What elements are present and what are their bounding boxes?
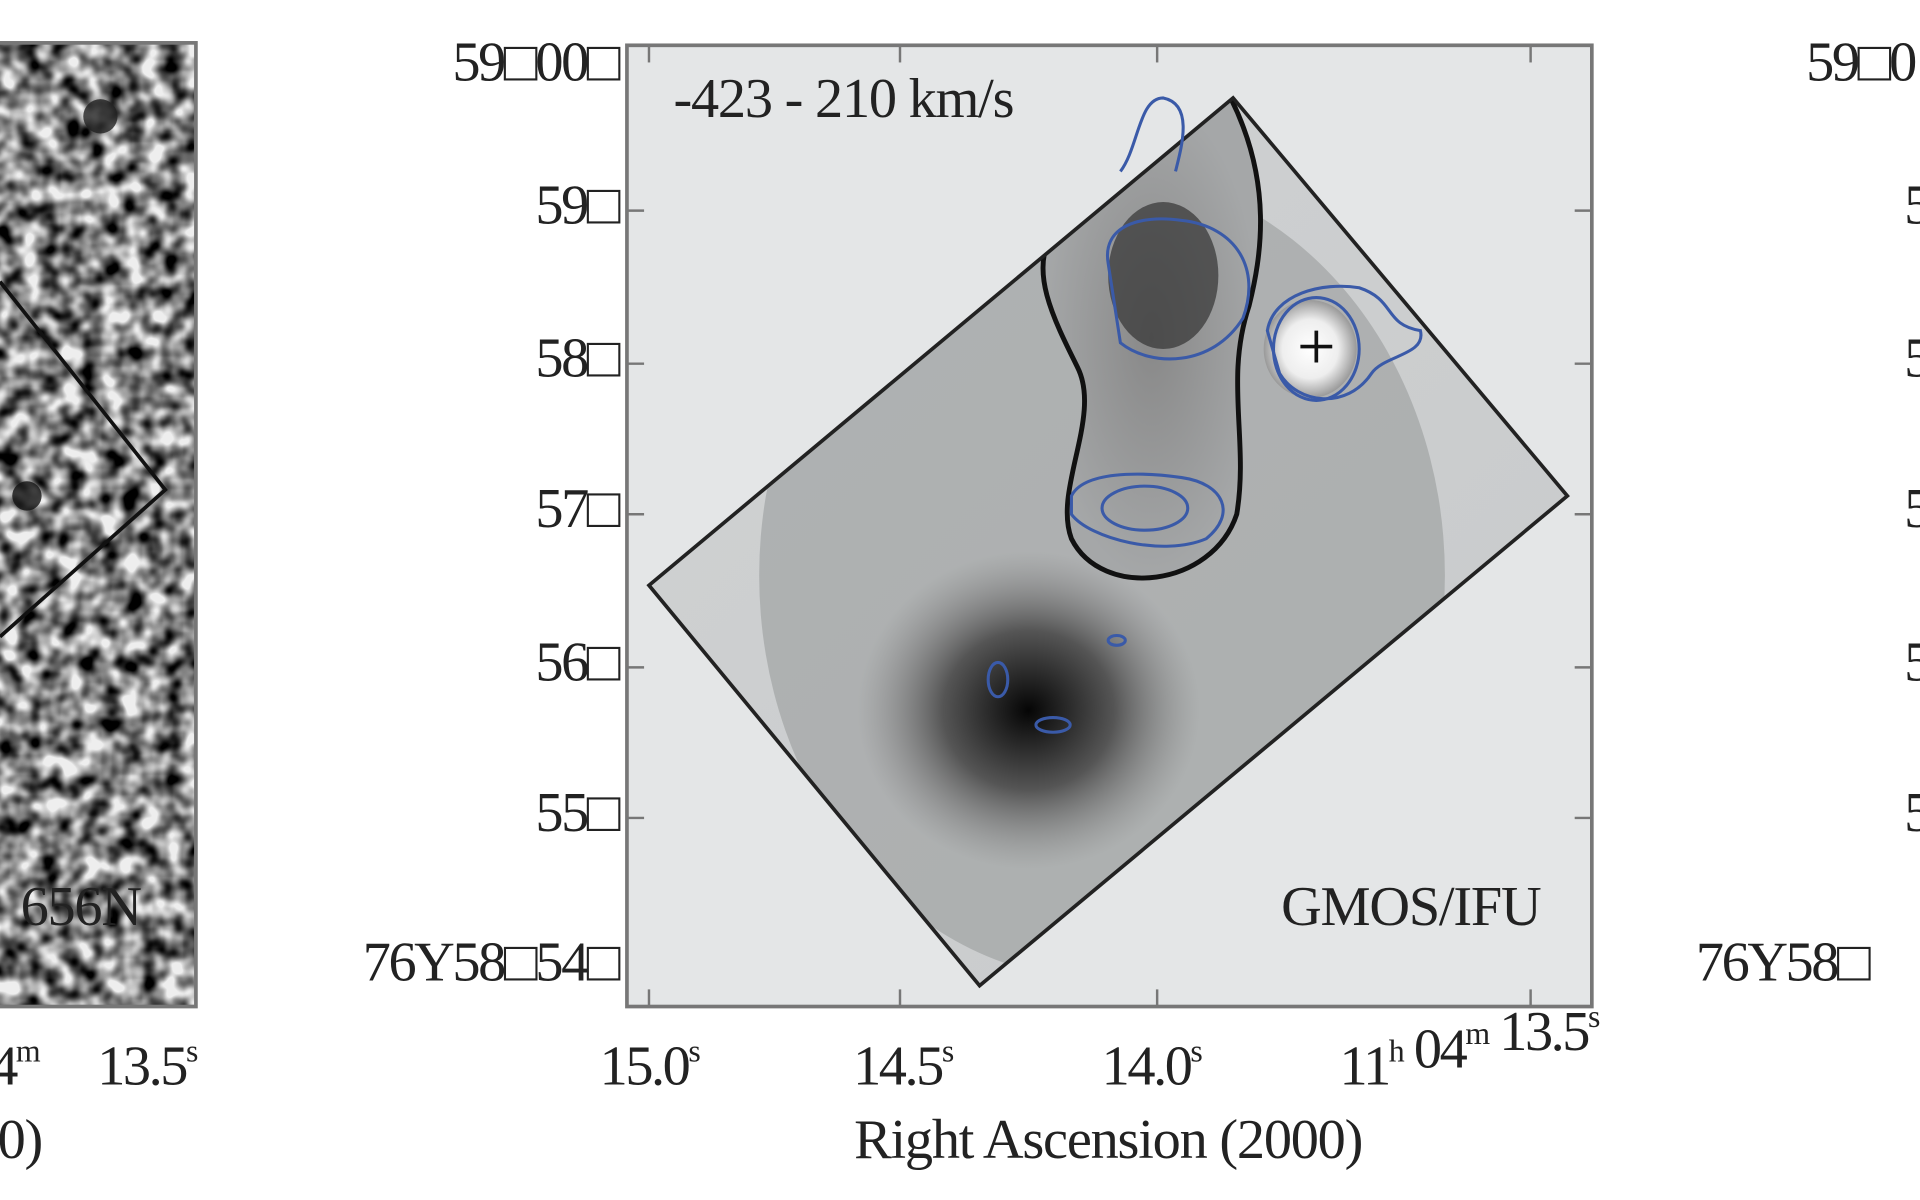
y-tick-label: 5	[1904, 328, 1920, 390]
y-tick-label: 59□0	[1806, 31, 1916, 93]
tick-text: 4	[0, 1035, 18, 1097]
tick-text: 14.0	[1102, 1035, 1192, 1097]
y-tick-label: 5	[1904, 175, 1920, 237]
center-panel: -423 - 210 km/s GMOS/IFU Right Ascension…	[363, 31, 1603, 1171]
star-marker	[1300, 330, 1333, 363]
y-tick-label: 76Y58□54□	[363, 931, 621, 993]
tick-superscript: s	[1588, 999, 1600, 1034]
ifu-footprint	[646, 95, 1570, 989]
left-panel: 656N 0) 4m 13.5s	[0, 41, 200, 1171]
y-tick-label: 59□00□	[452, 31, 620, 93]
ticks: 59□00□59□58□57□56□55□76Y58□54□15.0s 14.5s…	[363, 31, 1603, 1098]
y-tick-label: 5	[1904, 478, 1920, 540]
x-tick-label: 15.0s	[600, 1034, 701, 1098]
tick-superscript: s	[1190, 1034, 1202, 1069]
tick-text: 13.5	[1488, 1001, 1589, 1063]
filter-label: 656N	[21, 876, 142, 938]
y-tick-label: 58□	[535, 328, 620, 390]
tick-superscript: s	[942, 1034, 954, 1069]
tick-superscript: m	[1465, 1016, 1490, 1051]
tick-text: 13.5	[97, 1035, 186, 1097]
ifu-footprint	[0, 280, 168, 639]
x-tick-label: 13.5s	[97, 1034, 198, 1098]
y-tick-label: 76Y58□	[1696, 931, 1871, 993]
tick-text: 04	[1402, 1018, 1467, 1080]
source	[83, 99, 118, 134]
instrument-label: GMOS/IFU	[1281, 876, 1541, 938]
tick-text: 15.0	[600, 1035, 690, 1097]
y-tick-label: 55□	[535, 782, 620, 844]
tick-superscript: m	[16, 1034, 41, 1069]
y-tick-label: 59□	[535, 175, 620, 237]
y-tick-label: 56□	[535, 631, 620, 693]
tick-text: 11	[1339, 1035, 1388, 1097]
x-tick-label: 14.5s	[853, 1034, 954, 1098]
tick-superscript: s	[186, 1034, 198, 1069]
y-tick-label: 5	[1904, 631, 1920, 693]
noise-image	[0, 42, 196, 1007]
source	[12, 481, 42, 511]
y-tick-label: 57□	[535, 478, 620, 540]
tick-text: 14.5	[853, 1035, 942, 1097]
y-tick-label: 5	[1904, 782, 1920, 844]
x-axis-label: Right Ascension (2000)	[854, 1109, 1362, 1171]
x-tick-label: 11h 04m 13.5s	[1339, 999, 1600, 1097]
contours	[986, 96, 1423, 734]
velocity-range: -423 - 210 km/s	[673, 68, 1013, 130]
right-panel: 59□0 5 5 5 5 5 76Y58□	[1696, 31, 1920, 993]
tick-superscript: s	[688, 1034, 700, 1069]
frame	[0, 41, 198, 1009]
x-tick-label: 14.0s	[1102, 1034, 1203, 1098]
x-axis-label: 0)	[0, 1109, 42, 1171]
x-tick-label: 4m	[0, 1034, 41, 1098]
